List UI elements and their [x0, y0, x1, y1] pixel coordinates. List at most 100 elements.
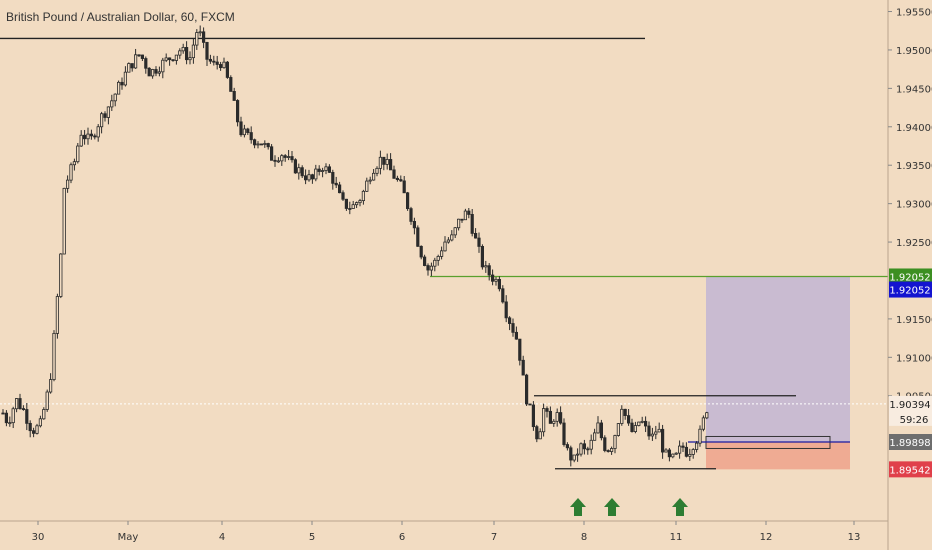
candle[interactable] [4, 410, 8, 427]
candle[interactable] [667, 448, 672, 462]
candle[interactable] [633, 421, 638, 434]
candle[interactable] [542, 403, 546, 437]
candle[interactable] [480, 244, 485, 270]
candle[interactable] [11, 406, 15, 429]
candle[interactable] [647, 421, 651, 440]
candle[interactable] [348, 201, 352, 215]
candle[interactable] [113, 93, 117, 107]
candle[interactable] [576, 448, 580, 462]
candle[interactable] [161, 57, 165, 79]
candle[interactable] [69, 162, 73, 184]
candle[interactable] [117, 80, 121, 95]
candle[interactable] [354, 201, 359, 209]
candle[interactable] [504, 295, 508, 323]
candle[interactable] [419, 245, 423, 260]
candle[interactable] [426, 263, 430, 276]
candle[interactable] [450, 230, 454, 242]
candle[interactable] [610, 446, 614, 455]
candle[interactable] [263, 140, 267, 148]
candle[interactable] [137, 54, 141, 57]
candle[interactable] [232, 87, 236, 101]
candle[interactable] [399, 175, 403, 182]
candle[interactable] [691, 448, 695, 459]
candle[interactable] [361, 189, 366, 205]
candle[interactable] [565, 442, 570, 451]
candle[interactable] [157, 66, 161, 77]
candle[interactable] [334, 176, 338, 189]
candle[interactable] [171, 59, 175, 62]
candle[interactable] [684, 442, 689, 458]
entry-price-badge[interactable]: 1.89898 [889, 434, 932, 451]
candle[interactable] [402, 176, 406, 194]
candle[interactable] [358, 198, 362, 207]
candle[interactable] [671, 453, 675, 459]
candle[interactable] [280, 154, 284, 166]
candle[interactable] [164, 53, 168, 63]
candle[interactable] [35, 423, 39, 435]
candle[interactable] [620, 405, 624, 426]
candle[interactable] [290, 150, 294, 163]
candle[interactable] [422, 254, 427, 267]
candle[interactable] [256, 141, 260, 149]
candle[interactable] [630, 418, 634, 433]
candle[interactable] [487, 263, 491, 281]
candle[interactable] [86, 127, 90, 145]
candle[interactable] [681, 442, 685, 453]
candle[interactable] [246, 127, 250, 135]
candle[interactable] [467, 207, 471, 219]
candle[interactable] [382, 156, 386, 171]
candle[interactable] [147, 67, 151, 77]
candle[interactable] [331, 169, 335, 190]
candle[interactable] [317, 165, 321, 176]
candle[interactable] [303, 169, 308, 185]
candle[interactable] [174, 54, 178, 65]
candle[interactable] [525, 373, 529, 407]
candle[interactable] [460, 218, 464, 223]
candle[interactable] [531, 401, 536, 431]
candle[interactable] [552, 419, 556, 427]
candle[interactable] [337, 181, 342, 194]
loss-zone[interactable] [706, 442, 850, 470]
candle[interactable] [208, 54, 212, 64]
candle[interactable] [627, 408, 631, 426]
candle[interactable] [314, 164, 318, 182]
candle[interactable] [579, 442, 583, 457]
candle[interactable] [276, 157, 281, 163]
candle[interactable] [562, 418, 566, 447]
candle[interactable] [368, 176, 372, 185]
candle[interactable] [269, 144, 274, 161]
candle[interactable] [412, 217, 417, 235]
candle[interactable] [327, 164, 332, 173]
candle[interactable] [511, 318, 515, 337]
candle[interactable] [191, 38, 195, 64]
candle[interactable] [674, 452, 678, 455]
candle[interactable] [701, 415, 706, 432]
candle[interactable] [167, 57, 172, 66]
candle[interactable] [25, 403, 29, 431]
candle[interactable] [120, 77, 124, 90]
candle[interactable] [698, 425, 702, 447]
candle[interactable] [273, 155, 277, 167]
candle[interactable] [300, 165, 304, 179]
candle[interactable] [409, 206, 413, 225]
candle[interactable] [678, 440, 682, 459]
candle[interactable] [293, 158, 298, 174]
candle[interactable] [623, 408, 627, 420]
candle[interactable] [72, 158, 76, 171]
candle[interactable] [616, 423, 621, 437]
candle[interactable] [235, 99, 240, 127]
candle[interactable] [140, 54, 144, 62]
candle[interactable] [127, 62, 131, 73]
candle[interactable] [443, 236, 447, 252]
candle[interactable] [225, 61, 229, 79]
candle[interactable] [456, 218, 461, 231]
candle[interactable] [55, 293, 60, 339]
candle[interactable] [100, 111, 104, 134]
candle[interactable] [195, 29, 199, 50]
candle[interactable] [103, 111, 107, 122]
candle[interactable] [405, 191, 410, 211]
candle[interactable] [252, 138, 257, 149]
candle[interactable] [144, 56, 148, 74]
candle[interactable] [297, 163, 301, 180]
candle[interactable] [654, 425, 658, 440]
